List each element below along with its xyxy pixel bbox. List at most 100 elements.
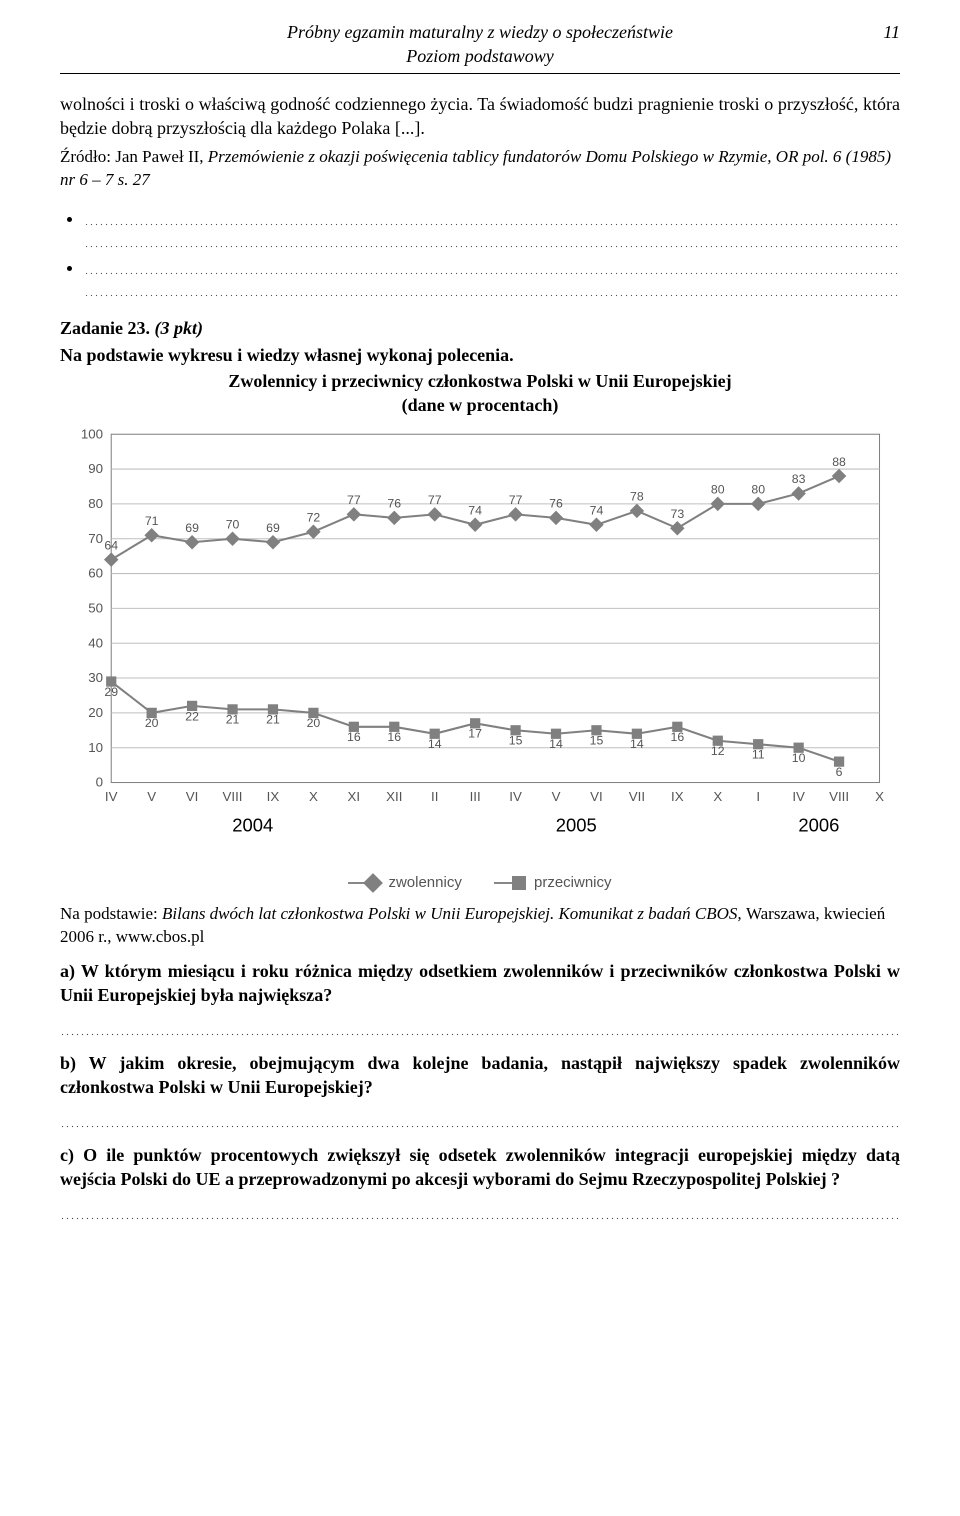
svg-text:VII: VII xyxy=(629,789,645,804)
chart-svg: 0 10 20 30 40 50 60 70 80 90 100 64 71 69 70 69 72 77 76 77… xyxy=(60,424,900,864)
svg-text:VI: VI xyxy=(590,789,603,804)
svg-text:2005: 2005 xyxy=(556,814,597,835)
svg-text:60: 60 xyxy=(88,565,103,580)
svg-text:15: 15 xyxy=(509,733,523,747)
svg-text:2006: 2006 xyxy=(798,814,839,835)
blank-bullet xyxy=(84,255,900,298)
svg-text:69: 69 xyxy=(185,521,199,535)
svg-text:77: 77 xyxy=(509,493,523,507)
svg-text:100: 100 xyxy=(81,426,103,441)
task-points: (3 pkt) xyxy=(155,318,204,338)
svg-text:V: V xyxy=(147,789,156,804)
svg-text:12: 12 xyxy=(711,744,725,758)
svg-text:I: I xyxy=(756,789,760,804)
task-heading: Zadanie 23. (3 pkt) xyxy=(60,316,900,340)
svg-text:64: 64 xyxy=(104,538,118,552)
blank-bullet-list xyxy=(60,206,900,298)
svg-text:76: 76 xyxy=(549,496,563,510)
answer-line xyxy=(60,1014,900,1037)
legend-przeciwnicy: przeciwnicy xyxy=(494,873,612,893)
svg-text:74: 74 xyxy=(468,503,482,517)
exam-header: Próbny egzamin maturalny z wiedzy o społ… xyxy=(60,20,900,74)
svg-text:73: 73 xyxy=(670,507,684,521)
answer-line xyxy=(60,1106,900,1129)
question-c: c) O ile punktów procentowych zwiększył … xyxy=(60,1143,900,1192)
svg-text:10: 10 xyxy=(88,739,103,754)
svg-text:76: 76 xyxy=(387,496,401,510)
svg-text:VIII: VIII xyxy=(223,789,243,804)
chart-source: Na podstawie: Bilans dwóch lat członkost… xyxy=(60,903,900,949)
svg-text:77: 77 xyxy=(347,493,361,507)
question-b: b) W jakim okresie, obejmującym dwa kole… xyxy=(60,1051,900,1100)
chart-title: Zwolennicy i przeciwnicy członkostwa Pol… xyxy=(60,369,900,418)
svg-text:XII: XII xyxy=(386,789,402,804)
question-a: a) W którym miesiącu i roku różnica międ… xyxy=(60,959,900,1008)
svg-text:VIII: VIII xyxy=(829,789,849,804)
svg-text:16: 16 xyxy=(347,730,361,744)
source-1: Źródło: Jan Paweł II, Przemówienie z oka… xyxy=(60,146,900,192)
svg-text:20: 20 xyxy=(145,716,159,730)
header-line1: Próbny egzamin maturalny z wiedzy o społ… xyxy=(60,20,900,44)
svg-text:21: 21 xyxy=(226,712,240,726)
svg-text:2004: 2004 xyxy=(232,814,273,835)
svg-text:X: X xyxy=(875,789,884,804)
svg-text:78: 78 xyxy=(630,489,644,503)
svg-text:V: V xyxy=(552,789,561,804)
svg-text:90: 90 xyxy=(88,461,103,476)
svg-text:30: 30 xyxy=(88,670,103,685)
svg-text:70: 70 xyxy=(226,517,240,531)
svg-text:88: 88 xyxy=(832,454,846,468)
svg-text:VI: VI xyxy=(186,789,199,804)
svg-text:40: 40 xyxy=(88,635,103,650)
svg-text:14: 14 xyxy=(549,737,563,751)
svg-text:IV: IV xyxy=(105,789,118,804)
header-line2: Poziom podstawowy xyxy=(60,44,900,68)
svg-text:83: 83 xyxy=(792,472,806,486)
svg-text:50: 50 xyxy=(88,600,103,615)
svg-text:15: 15 xyxy=(590,733,604,747)
page-number: 11 xyxy=(883,20,900,44)
chart-source-italic: Bilans dwóch lat członkostwa Polski w Un… xyxy=(162,904,746,923)
svg-text:IX: IX xyxy=(267,789,280,804)
svg-text:71: 71 xyxy=(145,514,159,528)
chart-title-line1: Zwolennicy i przeciwnicy członkostwa Pol… xyxy=(228,371,731,391)
svg-text:IV: IV xyxy=(792,789,805,804)
svg-text:0: 0 xyxy=(96,774,103,789)
svg-text:80: 80 xyxy=(751,482,765,496)
svg-text:20: 20 xyxy=(88,705,103,720)
svg-text:16: 16 xyxy=(670,730,684,744)
blank-bullet xyxy=(84,206,900,249)
body-paragraph: wolności i troski o właściwą godność cod… xyxy=(60,92,900,141)
chart-legend: zwolennicy przeciwnicy xyxy=(60,870,900,893)
legend-label: zwolennicy xyxy=(388,873,461,893)
svg-text:16: 16 xyxy=(387,730,401,744)
task-label: Zadanie 23. xyxy=(60,318,150,338)
svg-text:22: 22 xyxy=(185,709,199,723)
svg-text:11: 11 xyxy=(752,747,765,761)
svg-text:77: 77 xyxy=(428,493,442,507)
svg-text:69: 69 xyxy=(266,521,280,535)
source-prefix: Źródło: Jan Paweł II, xyxy=(60,147,208,166)
svg-text:IX: IX xyxy=(671,789,684,804)
line-chart: 0 10 20 30 40 50 60 70 80 90 100 64 71 69 70 69 72 77 76 77… xyxy=(60,424,900,894)
svg-text:X: X xyxy=(713,789,722,804)
svg-text:II: II xyxy=(431,789,438,804)
svg-text:XI: XI xyxy=(348,789,361,804)
svg-text:10: 10 xyxy=(792,751,806,765)
svg-text:6: 6 xyxy=(836,765,843,779)
svg-text:17: 17 xyxy=(468,726,482,740)
svg-text:74: 74 xyxy=(590,503,604,517)
legend-label: przeciwnicy xyxy=(534,873,612,893)
legend-zwolennicy: zwolennicy xyxy=(348,873,461,893)
svg-text:80: 80 xyxy=(711,482,725,496)
svg-text:72: 72 xyxy=(307,510,321,524)
svg-text:20: 20 xyxy=(307,716,321,730)
chart-title-line2: (dane w procentach) xyxy=(402,395,559,415)
svg-text:21: 21 xyxy=(266,712,280,726)
svg-text:70: 70 xyxy=(88,530,103,545)
chart-source-prefix: Na podstawie: xyxy=(60,904,162,923)
svg-text:29: 29 xyxy=(104,684,118,698)
svg-text:X: X xyxy=(309,789,318,804)
answer-line xyxy=(60,1198,900,1221)
task-instruction: Na podstawie wykresu i wiedzy własnej wy… xyxy=(60,343,900,367)
